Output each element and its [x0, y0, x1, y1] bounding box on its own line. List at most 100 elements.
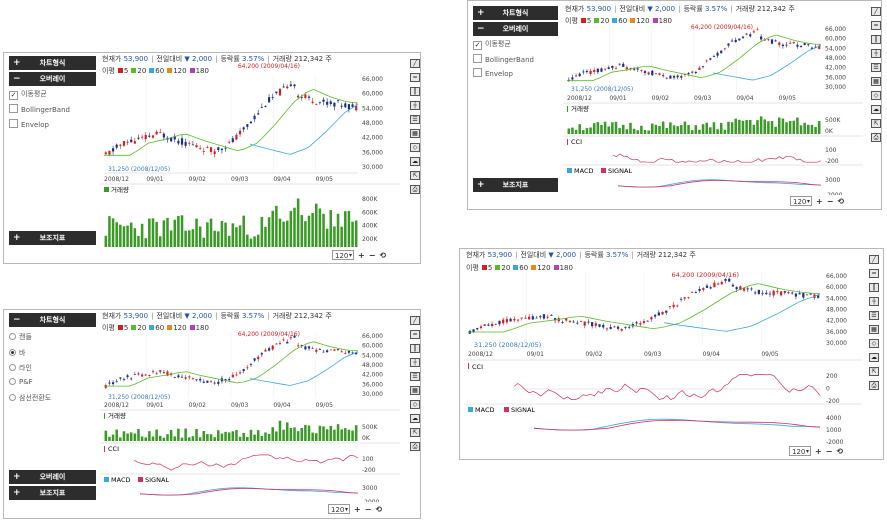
overlay-option-ma[interactable]: ✓ 이동평균 [473, 40, 511, 50]
print-icon[interactable]: ⎙ [410, 185, 420, 194]
chart-type-header[interactable]: + 차트형식 [473, 6, 558, 20]
sub-indicator-header[interactable]: + 보조지표 [9, 486, 96, 500]
cloud-icon[interactable]: ☁ [871, 105, 881, 114]
eraser-icon[interactable]: ◇ [869, 339, 879, 348]
radio-icon[interactable] [9, 364, 16, 371]
crosshair-icon[interactable]: ┼ [410, 358, 420, 367]
export-icon[interactable]: ⇱ [410, 171, 420, 180]
zoom-in-icon[interactable]: + [358, 250, 365, 260]
fibonacci-icon[interactable]: ☰ [871, 63, 881, 72]
zoom-out-icon[interactable]: − [826, 196, 834, 206]
radio-icon[interactable] [9, 333, 16, 340]
chart-type-option-line[interactable]: 라인 [9, 363, 32, 373]
chart-type-option-bar[interactable]: 바 [9, 348, 25, 358]
line-tool-icon[interactable]: ╱ [410, 316, 420, 325]
grid-icon[interactable]: ▦ [410, 386, 420, 395]
candle-body [289, 84, 292, 87]
zoom-select[interactable]: 120 [790, 196, 812, 207]
zoom-in-icon[interactable]: + [815, 446, 822, 456]
candle-body [498, 320, 501, 325]
eraser-icon[interactable]: ◇ [410, 143, 420, 152]
export-icon[interactable]: ⇱ [869, 367, 879, 376]
grid-icon[interactable]: ▦ [410, 129, 420, 138]
cloud-icon[interactable]: ☁ [410, 157, 420, 166]
volume-bar [151, 218, 155, 247]
volume-bar [767, 121, 770, 134]
fibonacci-icon[interactable]: ☰ [410, 372, 420, 381]
zoom-out-icon[interactable]: − [825, 446, 833, 456]
plus-icon: + [477, 8, 485, 18]
overlay-option-ma[interactable]: ✓ 이동평균 [9, 90, 47, 100]
line-tool-icon[interactable]: ╱ [869, 255, 879, 264]
vertical-line-icon[interactable]: ║ [410, 87, 420, 96]
print-icon[interactable]: ⎙ [871, 133, 881, 142]
volume-bar [329, 425, 333, 441]
export-icon[interactable]: ⇱ [410, 428, 420, 437]
candle-body [672, 75, 676, 78]
fibonacci-icon[interactable]: ☰ [410, 115, 420, 124]
cloud-icon[interactable]: ☁ [869, 353, 879, 362]
print-icon[interactable]: ⎙ [869, 381, 879, 390]
chart-type-header[interactable]: + 차트형식 [9, 56, 96, 70]
chart-type-header[interactable]: − 차트형식 [9, 313, 96, 327]
vertical-line-icon[interactable]: ║ [871, 35, 881, 44]
volume-bar [144, 238, 147, 247]
zoom-in-icon[interactable]: + [354, 504, 361, 514]
reset-icon[interactable]: ⟲ [836, 446, 844, 456]
checkbox-icon[interactable] [9, 119, 18, 128]
radio-selected-icon[interactable] [9, 349, 16, 356]
eraser-icon[interactable]: ◇ [871, 91, 881, 100]
candle-body [119, 377, 122, 379]
candle-body [115, 144, 118, 148]
checkbox-icon[interactable] [473, 68, 482, 77]
chart-type-option-three-line-break[interactable]: 삼선전환도 [9, 393, 51, 403]
cloud-icon[interactable]: ☁ [410, 414, 420, 423]
zoom-select[interactable]: 120 [332, 250, 354, 261]
overlay-header[interactable]: + 오버레이 [9, 470, 96, 484]
overlay-header[interactable]: − 오버레이 [9, 72, 96, 86]
eraser-icon[interactable]: ◇ [410, 400, 420, 409]
sub-indicator-header[interactable]: + 보조지표 [9, 231, 96, 245]
zoom-out-icon[interactable]: − [368, 250, 376, 260]
overlay-option-bollinger[interactable]: BollingerBand [473, 54, 534, 64]
checkbox-icon[interactable]: ✓ [9, 91, 18, 100]
volume-bar [224, 222, 227, 247]
grid-icon[interactable]: ▦ [869, 325, 879, 334]
vertical-line-icon[interactable]: ║ [869, 283, 879, 292]
line-tool-icon[interactable]: ╱ [410, 59, 420, 68]
vertical-line-icon[interactable]: ║ [410, 344, 420, 353]
sub-indicator-header[interactable]: + 보조지표 [473, 178, 558, 192]
zoom-in-icon[interactable]: + [816, 196, 823, 206]
zoom-select[interactable]: 120 [328, 504, 350, 515]
radio-icon[interactable] [9, 378, 16, 385]
reset-icon[interactable]: ⟲ [837, 196, 845, 206]
checkbox-icon[interactable] [473, 54, 482, 63]
zoom-out-icon[interactable]: − [364, 504, 372, 514]
grid-icon[interactable]: ▦ [871, 77, 881, 86]
horizontal-line-icon[interactable]: ═ [869, 269, 879, 278]
crosshair-icon[interactable]: ┼ [869, 297, 879, 306]
overlay-option-envelop[interactable]: Envelop [9, 119, 49, 129]
crosshair-icon[interactable]: ┼ [410, 101, 420, 110]
chart-type-option-pnf[interactable]: P&F [9, 378, 33, 386]
reset-icon[interactable]: ⟲ [375, 504, 383, 514]
horizontal-line-icon[interactable]: ═ [410, 330, 420, 339]
export-icon[interactable]: ⇱ [871, 119, 881, 128]
fibonacci-icon[interactable]: ☰ [869, 311, 879, 320]
zoom-select[interactable]: 120 [789, 446, 811, 457]
overlay-option-bollinger[interactable]: BollingerBand [9, 104, 70, 114]
reset-icon[interactable]: ⟲ [379, 250, 387, 260]
overlay-option-envelop[interactable]: Envelop [473, 68, 513, 78]
overlay-header[interactable]: − 오버레이 [473, 22, 558, 36]
checkbox-icon[interactable]: ✓ [473, 41, 482, 50]
horizontal-line-icon[interactable]: ═ [871, 21, 881, 30]
crosshair-icon[interactable]: ┼ [871, 49, 881, 58]
horizontal-line-icon[interactable]: ═ [410, 73, 420, 82]
line-tool-icon[interactable]: ╱ [871, 7, 881, 16]
checkbox-icon[interactable] [9, 104, 18, 113]
radio-icon[interactable] [9, 394, 16, 401]
print-icon[interactable]: ⎙ [410, 442, 420, 451]
axis-tick-label: 36,000 [362, 149, 383, 156]
candle-body [814, 46, 817, 48]
chart-type-option-candle[interactable]: 캔들 [9, 332, 32, 342]
